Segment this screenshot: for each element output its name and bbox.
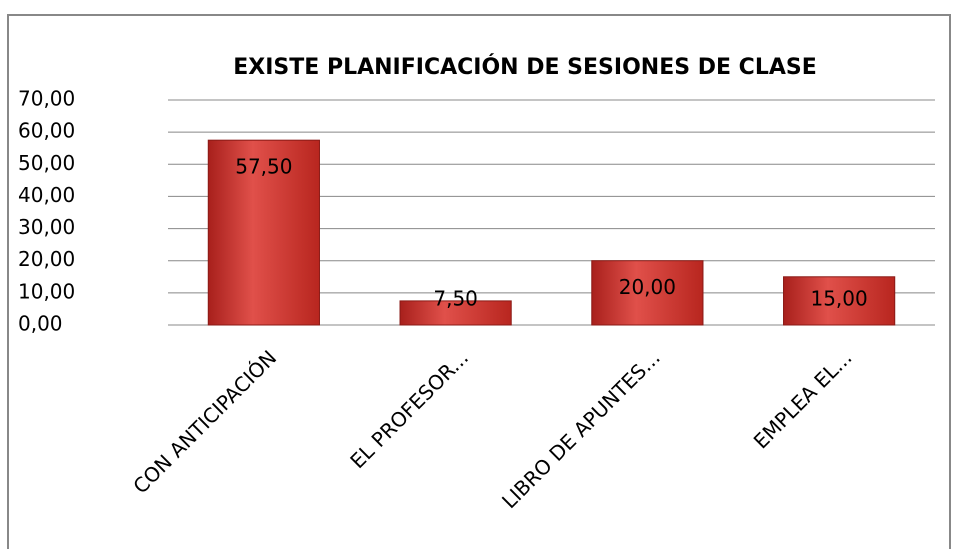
y-tick-label: 10,00 — [18, 279, 75, 303]
y-tick-label: 30,00 — [18, 215, 75, 239]
bar — [783, 276, 896, 326]
y-tick-label: 70,00 — [18, 87, 75, 111]
y-tick-label: 20,00 — [18, 247, 75, 271]
y-tick-label: 50,00 — [18, 151, 75, 175]
bar — [207, 139, 320, 326]
chart-title: EXISTE PLANIFICACIÓN DE SESIONES DE CLAS… — [233, 54, 816, 80]
data-label: 7,50 — [433, 287, 478, 311]
data-label: 15,00 — [810, 287, 867, 311]
bar — [591, 260, 704, 326]
data-label: 57,50 — [235, 155, 292, 179]
y-tick-label: 60,00 — [18, 119, 75, 143]
bar — [399, 300, 512, 326]
data-label: 20,00 — [619, 275, 676, 299]
y-tick-label: 40,00 — [18, 183, 75, 207]
y-tick-label: 0,00 — [18, 312, 63, 336]
